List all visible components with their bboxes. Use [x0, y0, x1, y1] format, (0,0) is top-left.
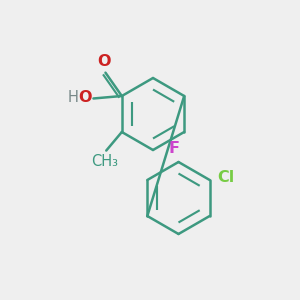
Text: O: O: [78, 90, 92, 105]
Text: Cl: Cl: [218, 169, 235, 184]
Text: CH₃: CH₃: [91, 154, 118, 169]
Text: F: F: [169, 141, 179, 156]
Text: O: O: [97, 54, 111, 69]
Text: H: H: [68, 90, 79, 105]
